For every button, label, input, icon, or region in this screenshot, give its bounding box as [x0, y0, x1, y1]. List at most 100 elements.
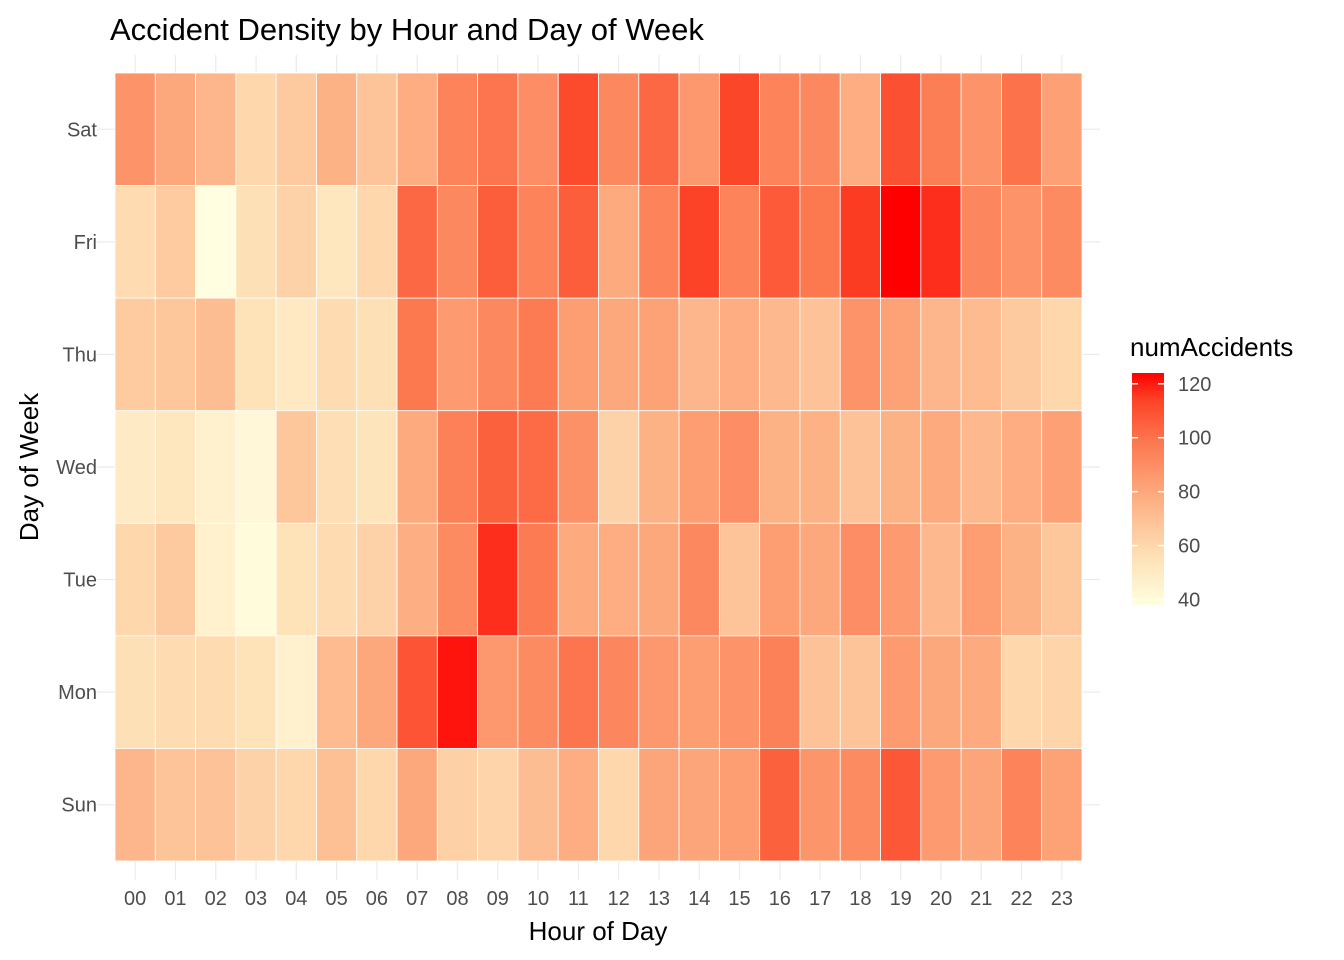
- heatmap-cell-sat-13: [638, 72, 680, 186]
- legend-color-bar: [1132, 373, 1164, 605]
- heatmap-cell-fri-10: [517, 185, 559, 299]
- heatmap-cell-tue-10: [517, 522, 559, 637]
- x-tick-label: 11: [568, 888, 589, 910]
- heatmap-cell-sat-11: [557, 72, 599, 186]
- y-tick-label: Sun: [61, 795, 97, 817]
- legend-tick-label: 100: [1178, 428, 1211, 450]
- heatmap-cell-mon-08: [436, 635, 479, 749]
- heatmap-cell-mon-18: [839, 635, 881, 749]
- heatmap-cell-tue-17: [799, 522, 841, 637]
- x-tick-label: 10: [527, 888, 549, 910]
- heatmap-cell-mon-22: [1001, 635, 1043, 749]
- heatmap-cell-tue-08: [436, 522, 479, 637]
- heatmap-cell-sat-02: [195, 72, 237, 186]
- heatmap-cell-wed-13: [638, 410, 680, 524]
- heatmap-cell-tue-22: [1001, 522, 1043, 637]
- heatmap-cell-fri-23: [1041, 185, 1083, 299]
- heatmap-cell-tue-03: [235, 522, 277, 637]
- heatmap-cell-fri-11: [557, 185, 599, 299]
- heatmap-cell-fri-07: [396, 185, 438, 299]
- heatmap-cell-sun-01: [154, 748, 196, 862]
- heatmap-cell-sun-14: [678, 748, 720, 862]
- heatmap-cell-tue-21: [960, 522, 1002, 637]
- heatmap-cell-fri-01: [154, 185, 196, 299]
- heatmap-cell-sat-05: [316, 72, 358, 186]
- heatmap-cell-tue-19: [880, 522, 922, 637]
- heatmap-cell-wed-19: [880, 410, 922, 524]
- heatmap-cell-tue-07: [396, 522, 438, 637]
- heatmap-cell-wed-18: [839, 410, 881, 524]
- y-tick-label: Wed: [56, 457, 97, 479]
- heatmap-cell-sat-09: [477, 72, 519, 186]
- heatmap-cell-thu-15: [718, 297, 761, 412]
- heatmap-cell-mon-11: [557, 635, 599, 749]
- heatmap-cell-sun-03: [235, 748, 277, 862]
- heatmap-cell-sat-10: [517, 72, 559, 186]
- y-tick-label: Fri: [74, 232, 97, 254]
- heatmap-cell-sun-08: [436, 748, 479, 862]
- heatmap-cell-sun-06: [356, 748, 398, 862]
- heatmap-cell-thu-02: [195, 297, 237, 412]
- heatmap-cell-mon-20: [920, 635, 962, 749]
- heatmap-cell-thu-06: [356, 297, 398, 412]
- heatmap-cell-sun-17: [799, 748, 841, 862]
- heatmap-cell-sat-23: [1041, 72, 1083, 186]
- heatmap-cell-tue-09: [477, 522, 519, 637]
- x-tick-label: 13: [648, 888, 670, 910]
- legend-tick-label: 60: [1178, 536, 1200, 558]
- chart-title: Accident Density by Hour and Day of Week: [110, 12, 704, 47]
- heatmap-cell-thu-12: [598, 297, 640, 412]
- heatmap-cell-mon-16: [759, 635, 801, 749]
- heatmap-cell-tue-16: [759, 522, 801, 637]
- legend-tick-label: 80: [1178, 482, 1200, 504]
- heatmap-cell-mon-05: [316, 635, 358, 749]
- heatmap-cell-sun-22: [1001, 748, 1043, 862]
- x-tick-label: 19: [890, 888, 912, 910]
- x-tick-label: 00: [124, 888, 146, 910]
- heatmap-cell-thu-19: [880, 297, 922, 412]
- heatmap-cells: [114, 72, 1083, 862]
- heatmap-cell-tue-05: [316, 522, 358, 637]
- heatmap-cell-tue-13: [638, 522, 680, 637]
- heatmap-cell-wed-16: [759, 410, 801, 524]
- heatmap-cell-fri-18: [839, 185, 881, 299]
- heatmap-cell-thu-07: [396, 297, 438, 412]
- x-tick-label: 03: [245, 888, 267, 910]
- y-tick-label: Mon: [58, 682, 97, 704]
- heatmap-cell-sat-06: [356, 72, 398, 186]
- heatmap-cell-tue-11: [557, 522, 599, 637]
- heatmap-cell-sun-12: [598, 748, 640, 862]
- heatmap-cell-thu-09: [477, 297, 519, 412]
- heatmap-cell-tue-18: [839, 522, 881, 637]
- heatmap-cell-mon-09: [477, 635, 519, 749]
- heatmap-cell-thu-04: [275, 297, 317, 412]
- heatmap-cell-sat-03: [235, 72, 277, 186]
- x-tick-label: 08: [446, 888, 468, 910]
- heatmap-cell-wed-22: [1001, 410, 1043, 524]
- x-tick-label: 15: [728, 888, 750, 910]
- x-tick-label: 14: [688, 888, 710, 910]
- heatmap-cell-sun-16: [759, 748, 801, 862]
- heatmap-cell-tue-20: [920, 522, 962, 637]
- heatmap-cell-sat-15: [718, 72, 761, 186]
- heatmap-cell-thu-20: [920, 297, 962, 412]
- heatmap-cell-wed-10: [517, 410, 559, 524]
- heatmap-cell-mon-02: [195, 635, 237, 749]
- heatmap-cell-fri-21: [960, 185, 1002, 299]
- heatmap-cell-wed-09: [477, 410, 519, 524]
- heatmap-cell-sun-02: [195, 748, 237, 862]
- heatmap-cell-sun-21: [960, 748, 1002, 862]
- heatmap-cell-sun-05: [316, 748, 358, 862]
- heatmap-cell-thu-05: [316, 297, 358, 412]
- heatmap-cell-sat-18: [839, 72, 881, 186]
- y-tick-label: Tue: [63, 570, 97, 592]
- heatmap-cell-mon-14: [678, 635, 720, 749]
- heatmap-cell-fri-14: [678, 185, 720, 299]
- heatmap-cell-wed-17: [799, 410, 841, 524]
- heatmap-cell-tue-23: [1041, 522, 1083, 637]
- heatmap-cell-wed-08: [436, 410, 479, 524]
- y-tick-label: Sat: [67, 119, 97, 141]
- heatmap-cell-thu-00: [114, 297, 156, 412]
- heatmap-cell-sun-04: [275, 748, 317, 862]
